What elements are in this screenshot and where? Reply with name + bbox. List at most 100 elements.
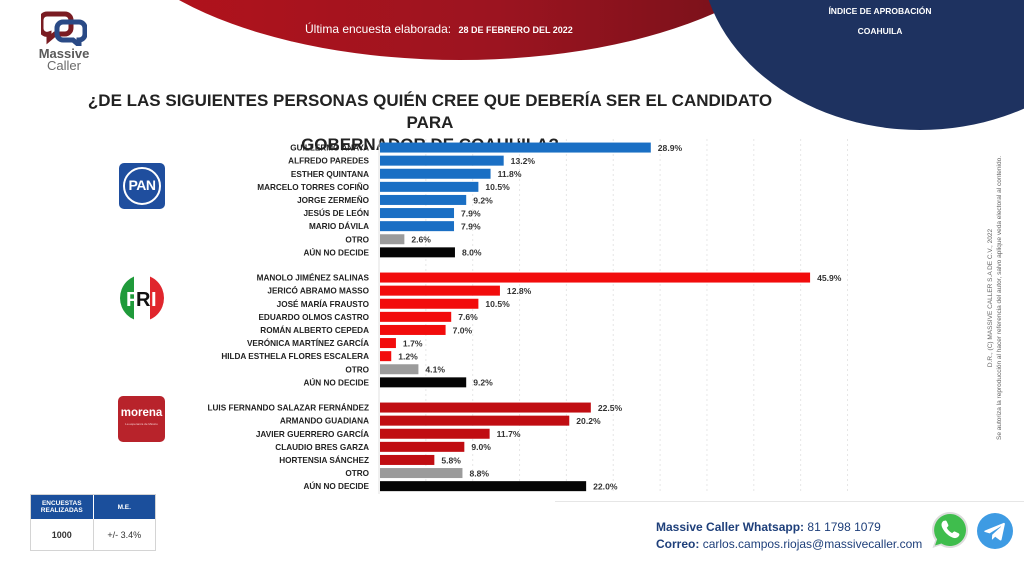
- bar: [380, 285, 500, 296]
- stats-value-row: 1000 +/- 3.4%: [31, 519, 155, 551]
- value-label: 9.0%: [471, 442, 491, 452]
- bar: [380, 441, 465, 452]
- value-label: 4.1%: [425, 365, 445, 375]
- whatsapp-line: Massive Caller Whatsapp: 81 1798 1079: [656, 519, 922, 536]
- value-label: 10.5%: [485, 299, 510, 309]
- whatsapp-number[interactable]: 81 1798 1079: [807, 520, 881, 534]
- value-label: 1.7%: [403, 338, 423, 348]
- category-label: JOSÉ MARÍA FRAUSTO: [277, 299, 370, 309]
- brand-name-line1: Massive: [38, 46, 90, 61]
- telegram-icon[interactable]: [976, 512, 1014, 550]
- category-label: HORTENSIA SÁNCHEZ: [279, 455, 369, 465]
- category-label: OTRO: [345, 365, 369, 374]
- copyright-line2: Se autoriza la reproducción al hacer ref…: [996, 156, 1003, 441]
- category-label: OTRO: [345, 235, 369, 244]
- value-label: 9.2%: [473, 195, 493, 205]
- value-label: 8.0%: [462, 248, 482, 258]
- copyright-line1: D.R., (C) MASSIVE CALLER S.A DE C.V., 20…: [987, 228, 994, 368]
- category-label: LUIS FERNANDO SALAZAR FERNÁNDEZ: [208, 403, 369, 413]
- bar: [380, 311, 452, 322]
- chart-title: ¿DE LAS SIGUIENTES PERSONAS QUIÉN CREE Q…: [80, 90, 780, 156]
- bar: [380, 402, 591, 413]
- bar: [380, 428, 490, 439]
- value-label: 22.5%: [598, 403, 623, 413]
- email-label: Correo:: [656, 537, 700, 551]
- morena-logo: morena La esperanza de México: [118, 396, 165, 442]
- brand-name-line2: Caller: [47, 58, 81, 73]
- value-label: 9.2%: [473, 378, 493, 388]
- stats-header-surveys: ENCUESTAS REALIZADAS: [31, 495, 94, 519]
- massive-caller-logo: Massive Caller: [30, 10, 98, 80]
- stats-header-row: ENCUESTAS REALIZADAS M.E.: [31, 495, 155, 519]
- category-label: EDUARDO OLMOS CASTRO: [258, 313, 369, 322]
- email-address[interactable]: carlos.campos.riojas@massivecaller.com: [702, 537, 923, 551]
- morena-logo-subtext: La esperanza de México: [125, 422, 158, 426]
- bar: [380, 481, 587, 492]
- value-label: 22.0%: [593, 481, 618, 491]
- bar: [380, 221, 455, 232]
- value-label: 1.2%: [398, 351, 418, 361]
- category-label: ESTHER QUINTANA: [291, 170, 369, 179]
- bar: [380, 168, 491, 179]
- category-label: JORGE ZERMEÑO: [297, 195, 370, 205]
- survey-date: 28 DE FEBRERO DEL 2022: [458, 25, 573, 35]
- value-label: 12.8%: [507, 286, 532, 296]
- category-label: CLAUDIO BRES GARZA: [275, 443, 369, 452]
- bar: [380, 272, 811, 283]
- category-label: ARMANDO GUADIANA: [280, 417, 369, 426]
- category-label: OTRO: [345, 469, 369, 478]
- contact-info: Massive Caller Whatsapp: 81 1798 1079 Co…: [656, 519, 922, 553]
- index-state: COAHUILA: [857, 26, 903, 36]
- bar: [380, 155, 504, 166]
- whatsapp-label: Massive Caller Whatsapp:: [656, 520, 805, 534]
- bar: [380, 208, 455, 219]
- value-label: 7.9%: [461, 208, 481, 218]
- bars: [380, 142, 811, 492]
- stats-surveys-value: 1000: [31, 519, 94, 551]
- chart-title-line1: ¿DE LAS SIGUIENTES PERSONAS QUIÉN CREE Q…: [87, 91, 773, 132]
- category-label: AÚN NO DECIDE: [303, 376, 369, 387]
- category-label: JESÚS DE LEÓN: [303, 207, 369, 218]
- category-label: JERICÓ ABRAMO MASSO: [267, 285, 369, 296]
- value-label: 45.9%: [817, 273, 842, 283]
- pan-logo: PAN: [119, 163, 165, 209]
- bar: [380, 415, 570, 426]
- copyright-text: D.R., (C) MASSIVE CALLER S.A DE C.V., 20…: [986, 118, 1004, 478]
- chart-title-line2: GOBERNADOR DE COAHUILA?: [301, 135, 559, 154]
- svg-text:P: P: [126, 289, 139, 311]
- category-label: AÚN NO DECIDE: [303, 480, 369, 491]
- svg-text:R: R: [136, 289, 151, 311]
- bar: [380, 247, 455, 258]
- bar: [380, 468, 463, 479]
- category-label: VERÓNICA MARTÍNEZ GARCÍA: [247, 337, 369, 348]
- bar: [380, 324, 446, 335]
- pan-logo-text: PAN: [128, 177, 156, 193]
- category-label: MARCELO TORRES COFIÑO: [257, 182, 369, 192]
- whatsapp-icon[interactable]: [930, 510, 970, 550]
- value-label: 2.6%: [411, 235, 431, 245]
- svg-text:I: I: [151, 289, 157, 311]
- bar: [380, 377, 467, 388]
- value-label: 11.8%: [498, 169, 522, 179]
- survey-date-line: Última encuesta elaborada: 28 DE FEBRERO…: [305, 22, 573, 36]
- value-label: 8.8%: [469, 468, 489, 478]
- bar: [380, 181, 479, 192]
- category-label: ALFREDO PAREDES: [288, 157, 369, 166]
- value-label: 20.2%: [576, 416, 601, 426]
- bar: [380, 351, 392, 362]
- value-labels: 28.9%13.2%11.8%10.5%9.2%7.9%7.9%2.6%8.0%…: [398, 143, 842, 492]
- value-label: 7.6%: [458, 312, 478, 322]
- stats-header-margin-error: M.E.: [117, 503, 131, 511]
- value-label: 13.2%: [511, 156, 536, 166]
- email-line: Correo: carlos.campos.riojas@massivecall…: [656, 536, 922, 553]
- bar: [380, 194, 467, 205]
- divider: [555, 501, 1024, 502]
- bar: [380, 298, 479, 309]
- pri-logo: P R I: [119, 274, 165, 322]
- category-label: ROMÁN ALBERTO CEPEDA: [260, 325, 369, 335]
- value-label: 7.9%: [461, 221, 481, 231]
- category-label: HILDA ESTHELA FLORES ESCALERA: [221, 352, 369, 361]
- index-title: ÍNDICE DE APROBACIÓN: [828, 6, 932, 16]
- survey-stats-table: ENCUESTAS REALIZADAS M.E. 1000 +/- 3.4%: [30, 494, 156, 551]
